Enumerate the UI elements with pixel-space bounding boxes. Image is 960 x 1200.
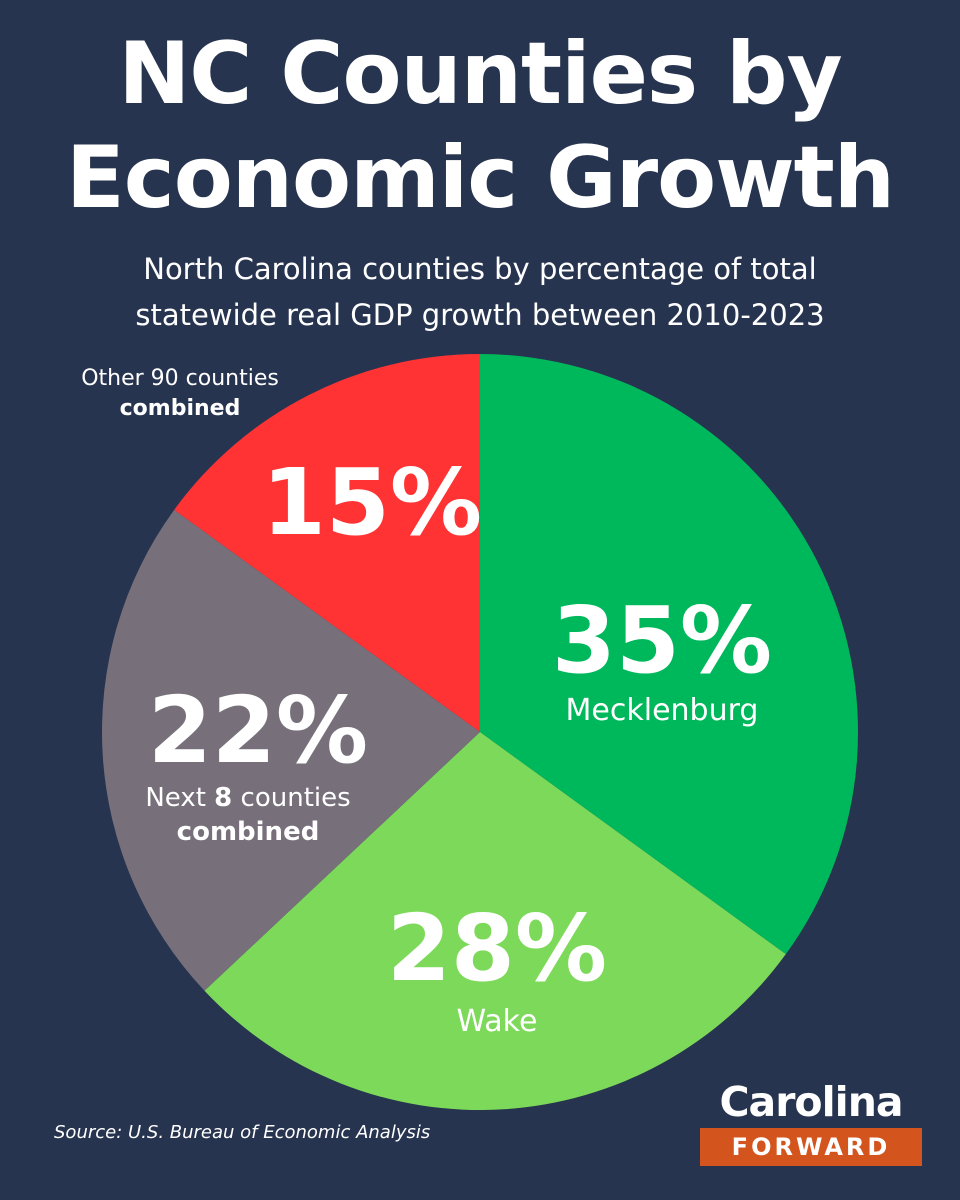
title-line-1: NC Counties by bbox=[118, 24, 842, 124]
chart-title: NC Counties by Economic Growth bbox=[0, 22, 960, 230]
slice-other-90-counties bbox=[174, 354, 480, 732]
next-8-name-label: Next 8 counties bbox=[145, 783, 350, 813]
wake-name-label: Wake bbox=[457, 1004, 538, 1039]
source-note: Source: U.S. Bureau of Economic Analysis bbox=[54, 1122, 431, 1143]
other-90-label-line-2: combined bbox=[119, 396, 241, 421]
chart-subtitle: North Carolina counties by percentage of… bbox=[0, 246, 960, 338]
other-90-value-label: 15% bbox=[262, 449, 482, 556]
wake-value-label: 28% bbox=[387, 895, 607, 1002]
slice-next-8-counties bbox=[101, 509, 480, 991]
title-line-2: Economic Growth bbox=[66, 128, 895, 228]
slice-wake bbox=[204, 732, 786, 1110]
subtitle-line-2: statewide real GDP growth between 2010-2… bbox=[135, 298, 825, 332]
next-8-name-label-line-2: combined bbox=[177, 817, 320, 847]
mecklenburg-name-label: Mecklenburg bbox=[566, 693, 759, 728]
carolina-forward-logo: Carolina FORWARD bbox=[700, 1078, 922, 1166]
other-90-label: Other 90 counties combined bbox=[40, 364, 320, 424]
mecklenburg-value-label: 35% bbox=[552, 587, 772, 694]
slice-mecklenburg bbox=[480, 354, 858, 955]
other-90-label-line-1: Other 90 counties bbox=[81, 366, 279, 391]
next-8-value-label: 22% bbox=[148, 677, 368, 784]
subtitle-line-1: North Carolina counties by percentage of… bbox=[143, 252, 817, 286]
logo-wordmark-top: Carolina bbox=[719, 1078, 903, 1126]
logo-wordmark-bottom: FORWARD bbox=[700, 1128, 922, 1166]
